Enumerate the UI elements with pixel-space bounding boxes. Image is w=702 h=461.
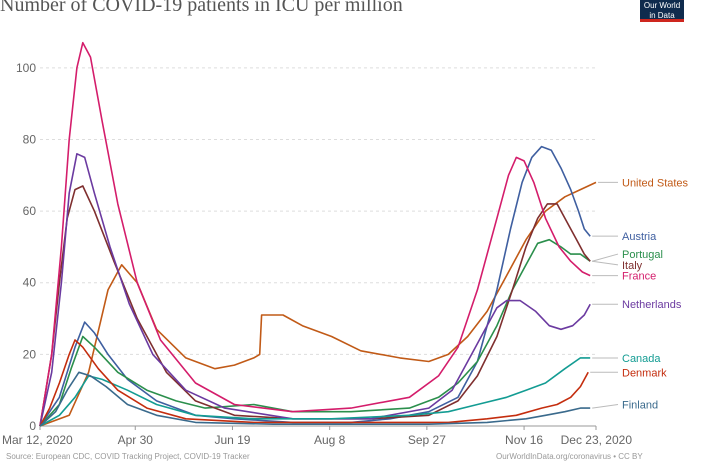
x-tick-label-1: Apr 30: [118, 433, 154, 447]
gridlines: [39, 67, 597, 430]
x-tick-label-6: Dec 23, 2020: [561, 433, 633, 447]
series-lines: [39, 41, 597, 427]
series-line-france[interactable]: [39, 41, 591, 427]
series-line-portugal[interactable]: [39, 238, 591, 427]
legend-label-canada[interactable]: Canada: [622, 353, 661, 365]
legend-label-austria[interactable]: Austria: [622, 231, 657, 243]
series-line-austria[interactable]: [39, 145, 591, 427]
x-tick-label-5: Nov 16: [505, 433, 543, 447]
legend-label-netherlands[interactable]: Netherlands: [622, 299, 682, 311]
series-line-finland[interactable]: [39, 371, 591, 427]
x-tick-label-0: Mar 12, 2020: [2, 433, 73, 447]
x-tick-label-3: Aug 8: [314, 433, 346, 447]
axis-ticks: 0 20 40 60 80 100 Mar 12, 2020 Apr 30 Jun 19 Aug …: [2, 61, 632, 447]
legend-label-united-states[interactable]: United States: [622, 177, 689, 189]
license-note: OurWorldInData.org/coronavirus • CC BY: [496, 452, 643, 461]
y-tick-label-40: 40: [23, 276, 37, 290]
x-tick-label-4: Sep 27: [408, 433, 446, 447]
series-line-netherlands[interactable]: [39, 153, 591, 427]
y-tick-label-80: 80: [23, 132, 37, 146]
label-connector-italy: [592, 260, 619, 266]
chart-title: Number of COVID-19 patients in ICU per m…: [0, 0, 403, 16]
x-tick-label-2: Jun 19: [214, 433, 250, 447]
label-connector-finland: [592, 404, 619, 409]
y-tick-label-60: 60: [23, 204, 37, 218]
legend-label-finland[interactable]: Finland: [622, 400, 658, 412]
y-tick-label-0: 0: [29, 419, 36, 433]
label-connector-portugal: [592, 253, 619, 262]
source-note: Source: European CDC, COVID Tracking Pro…: [6, 452, 250, 461]
y-tick-label-20: 20: [23, 347, 37, 361]
legend-label-italy[interactable]: Italy: [622, 260, 643, 272]
y-tick-label-100: 100: [16, 61, 36, 75]
legend-label-france[interactable]: France: [622, 271, 656, 283]
owid-logo[interactable]: Our World in Data: [640, 0, 684, 22]
legend-label-portugal[interactable]: Portugal: [622, 249, 663, 261]
logo-line1: Our World: [643, 1, 681, 10]
legend-label-denmark[interactable]: Denmark: [622, 367, 667, 379]
logo-line2: in Data: [649, 11, 675, 20]
series-line-denmark[interactable]: [39, 339, 589, 427]
